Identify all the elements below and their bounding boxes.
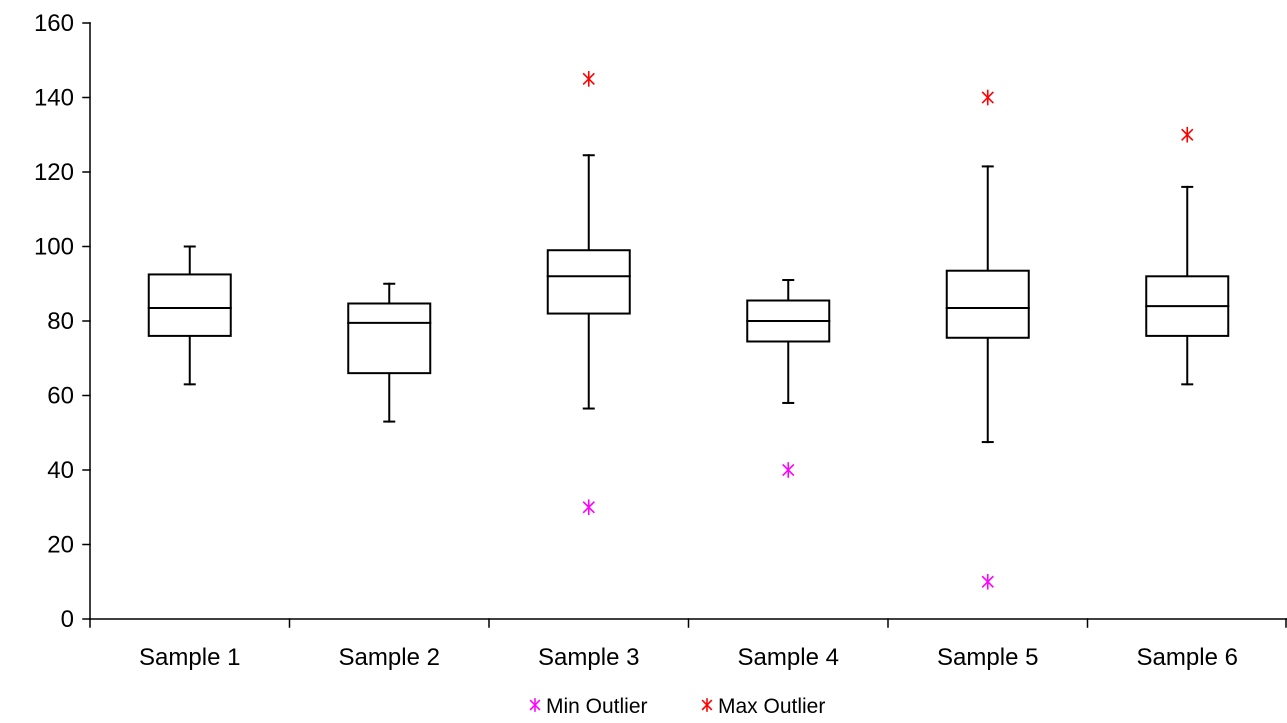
box-body [546,249,631,315]
y-tick-label: 80 [47,308,74,335]
legend-label: Min Outlier [546,695,648,718]
y-tick-label: 0 [61,606,74,633]
marker-stroke [981,91,994,104]
min-outlier-point [981,573,994,590]
max-outlier-point [582,71,595,87]
y-tick-label: 60 [47,383,74,410]
category-label: Sample 2 [339,644,440,671]
marker-stroke [582,501,595,514]
box-body [347,302,432,375]
max-outlier-point [981,89,994,106]
y-tick-label: 100 [34,234,74,261]
category-label: Sample 3 [538,644,639,671]
y-tick-label: 160 [34,10,74,37]
legend-marker [701,698,713,712]
box-6 [1145,185,1230,386]
box-4 [746,279,831,404]
marker-stroke [529,699,541,711]
marker-stroke [701,699,713,711]
outlier-series [582,71,1194,590]
box-2 [347,282,432,423]
y-axis: 0 20 40 60 80 100 120 140 160 [34,10,91,633]
y-tick-label: 120 [34,159,74,186]
box-series [147,154,1230,444]
max-outlier-point [1181,126,1194,143]
box-body [945,269,1030,339]
min-outlier-point [782,462,795,478]
legend: Min Outlier Max Outlier [529,695,825,718]
legend-marker [529,698,541,712]
box-3 [546,154,631,410]
y-tick-label: 40 [47,457,74,484]
marker-stroke [1181,128,1194,141]
marker-stroke [981,575,994,588]
box-1 [147,245,232,386]
y-tick-label: 20 [47,532,74,559]
x-axis: Sample 1 Sample 2 Sample 3 Sample 4 Sample 5… [89,618,1287,671]
category-label: Sample 1 [139,644,240,671]
category-label: Sample 6 [1137,644,1238,671]
min-outlier-point [582,499,595,516]
box-5 [945,165,1030,444]
legend-label: Max Outlier [718,695,825,718]
marker-stroke [782,463,795,477]
box-body [147,273,232,337]
y-tick-label: 140 [34,85,74,112]
marker-stroke [582,72,595,86]
category-label: Sample 4 [738,644,839,671]
category-label: Sample 5 [937,644,1038,671]
